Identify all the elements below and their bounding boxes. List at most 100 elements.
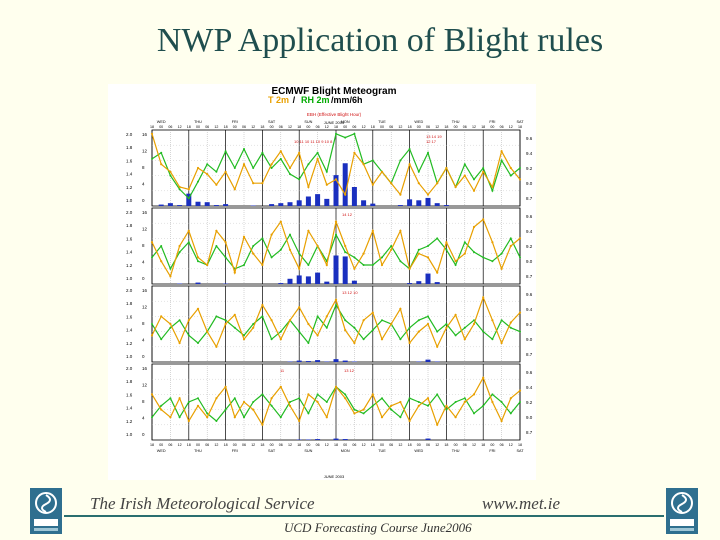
humidity-point	[362, 412, 365, 415]
temperature-point	[242, 338, 246, 341]
temperature-point	[325, 416, 328, 419]
temperature-point	[169, 275, 172, 278]
temperature-point	[399, 307, 402, 310]
temperature-point	[279, 150, 282, 153]
ebh-annotation: 13 14 19	[426, 134, 442, 139]
x-tick-label-top: 06	[463, 125, 467, 129]
humidity-point	[417, 248, 420, 251]
x-tick-label-bottom: 06	[205, 443, 209, 447]
humidity-point	[160, 151, 163, 154]
ebh-annotation: 10 11 10 11 10 9 10 8	[294, 139, 333, 144]
x-tick-label-bottom: 18	[297, 443, 301, 447]
temperature-point	[261, 303, 264, 307]
precip-bar	[361, 200, 367, 206]
humidity-point	[491, 393, 494, 396]
x-tick-label-top: 18	[518, 125, 522, 129]
humidity-point	[178, 188, 181, 191]
humidity-point	[151, 416, 153, 419]
right-tick-label: 9.0	[526, 415, 533, 420]
x-tick-label-bottom: 18	[187, 443, 191, 447]
humidity-point	[427, 315, 429, 318]
temperature-point	[224, 241, 227, 244]
temperature-point	[482, 296, 485, 299]
temperature-point	[436, 345, 439, 348]
panel-wexford: 2.0 1.8 1.6 1.4 1.2 1.0 16 12 8 4 0 9.6 9.4 9.2 9.0 8.7…	[126, 285, 533, 363]
left-tick-label: 1.6	[126, 314, 133, 319]
precip-bar	[342, 360, 348, 362]
day-label-bottom: THU	[452, 449, 460, 453]
temperature-point	[408, 341, 411, 345]
temperature-point	[426, 322, 430, 326]
right-tick-label: 9.2	[526, 322, 533, 327]
humidity-point	[454, 334, 457, 337]
temperature-point	[261, 182, 264, 185]
right-tick-label: 9.4	[526, 385, 533, 390]
precip-tick-label: 16	[142, 288, 148, 293]
left-tick-label: 1.4	[126, 172, 133, 177]
precip-bar	[296, 360, 302, 362]
x-tick-label-bottom: 12	[398, 443, 402, 447]
x-tick-label-top: 06	[500, 125, 504, 129]
temperature-point	[270, 319, 273, 322]
day-label-top: THU	[194, 120, 202, 124]
left-tick-label: 1.8	[126, 379, 133, 384]
x-tick-label-top: 18	[150, 125, 154, 129]
temperature-point	[362, 163, 365, 166]
precip-bar	[204, 202, 210, 206]
temperature-point	[426, 193, 430, 196]
x-tick-label-top: 12	[178, 125, 182, 129]
precip-bar	[425, 359, 431, 362]
precip-bar	[342, 439, 348, 440]
temperature-point	[445, 166, 448, 170]
right-tick-label: 9.0	[526, 259, 533, 264]
precip-bar	[278, 283, 284, 284]
left-tick-label: 1.8	[126, 301, 133, 306]
x-tick-label-bottom: 12	[509, 443, 513, 447]
x-tick-label-top: 12	[509, 125, 513, 129]
x-tick-label-bottom: 06	[500, 443, 504, 447]
temperature-point	[279, 385, 282, 388]
temperature-point	[325, 315, 328, 318]
blight-meteogram: ECMWF Blight Meteogram T 2m / RH 2m/mm/6h …	[108, 84, 536, 480]
date-bottom: JUNE 2003	[324, 474, 345, 479]
temperature-point	[224, 170, 227, 173]
temperature-point	[362, 319, 365, 322]
humidity-point	[307, 412, 310, 415]
temperature-point	[436, 423, 439, 426]
temperature-point	[445, 326, 448, 329]
humidity-point	[169, 267, 172, 270]
left-tick-label: 1.4	[126, 250, 133, 255]
x-tick-label-top: 00	[159, 125, 163, 129]
humidity-point	[224, 256, 227, 259]
humidity-point	[279, 330, 282, 333]
temperature-point	[288, 404, 292, 407]
precip-bar	[223, 204, 229, 206]
precip-bar	[195, 201, 201, 206]
temperature-point	[353, 412, 356, 415]
footer-organisation: The Irish Meteorological Service	[90, 494, 315, 513]
temperature-point	[252, 326, 255, 329]
temperature-point	[270, 397, 273, 400]
temperature-point	[454, 313, 457, 316]
temperature-point	[454, 416, 457, 419]
precip-bar	[213, 205, 219, 206]
x-tick-label-top: 00	[233, 125, 237, 129]
right-tick-label: 8.7	[526, 274, 533, 279]
left-tick-label: 1.2	[126, 419, 133, 424]
temperature-point	[242, 400, 246, 404]
panel-east-cork: 2.0 1.8 1.6 1.4 1.2 1.0 16 12 8 4 0 9.6 9.4 9.2 9.0 8.7…	[126, 363, 533, 441]
temperature-point	[316, 157, 319, 160]
footer-website[interactable]: www.met.ie	[482, 494, 561, 513]
x-tick-label-bottom: 00	[196, 443, 200, 447]
temperature-point	[325, 183, 328, 186]
humidity-point	[325, 401, 328, 403]
humidity-point	[353, 256, 356, 259]
precip-bar	[296, 200, 302, 206]
left-tick-label: 1.4	[126, 406, 133, 411]
x-tick-label-bottom: 06	[352, 443, 356, 447]
temperature-point	[224, 385, 227, 388]
humidity-point	[463, 241, 466, 244]
day-label-bottom: WED	[414, 449, 423, 453]
humidity-point	[371, 329, 374, 332]
temperature-point	[196, 307, 200, 310]
